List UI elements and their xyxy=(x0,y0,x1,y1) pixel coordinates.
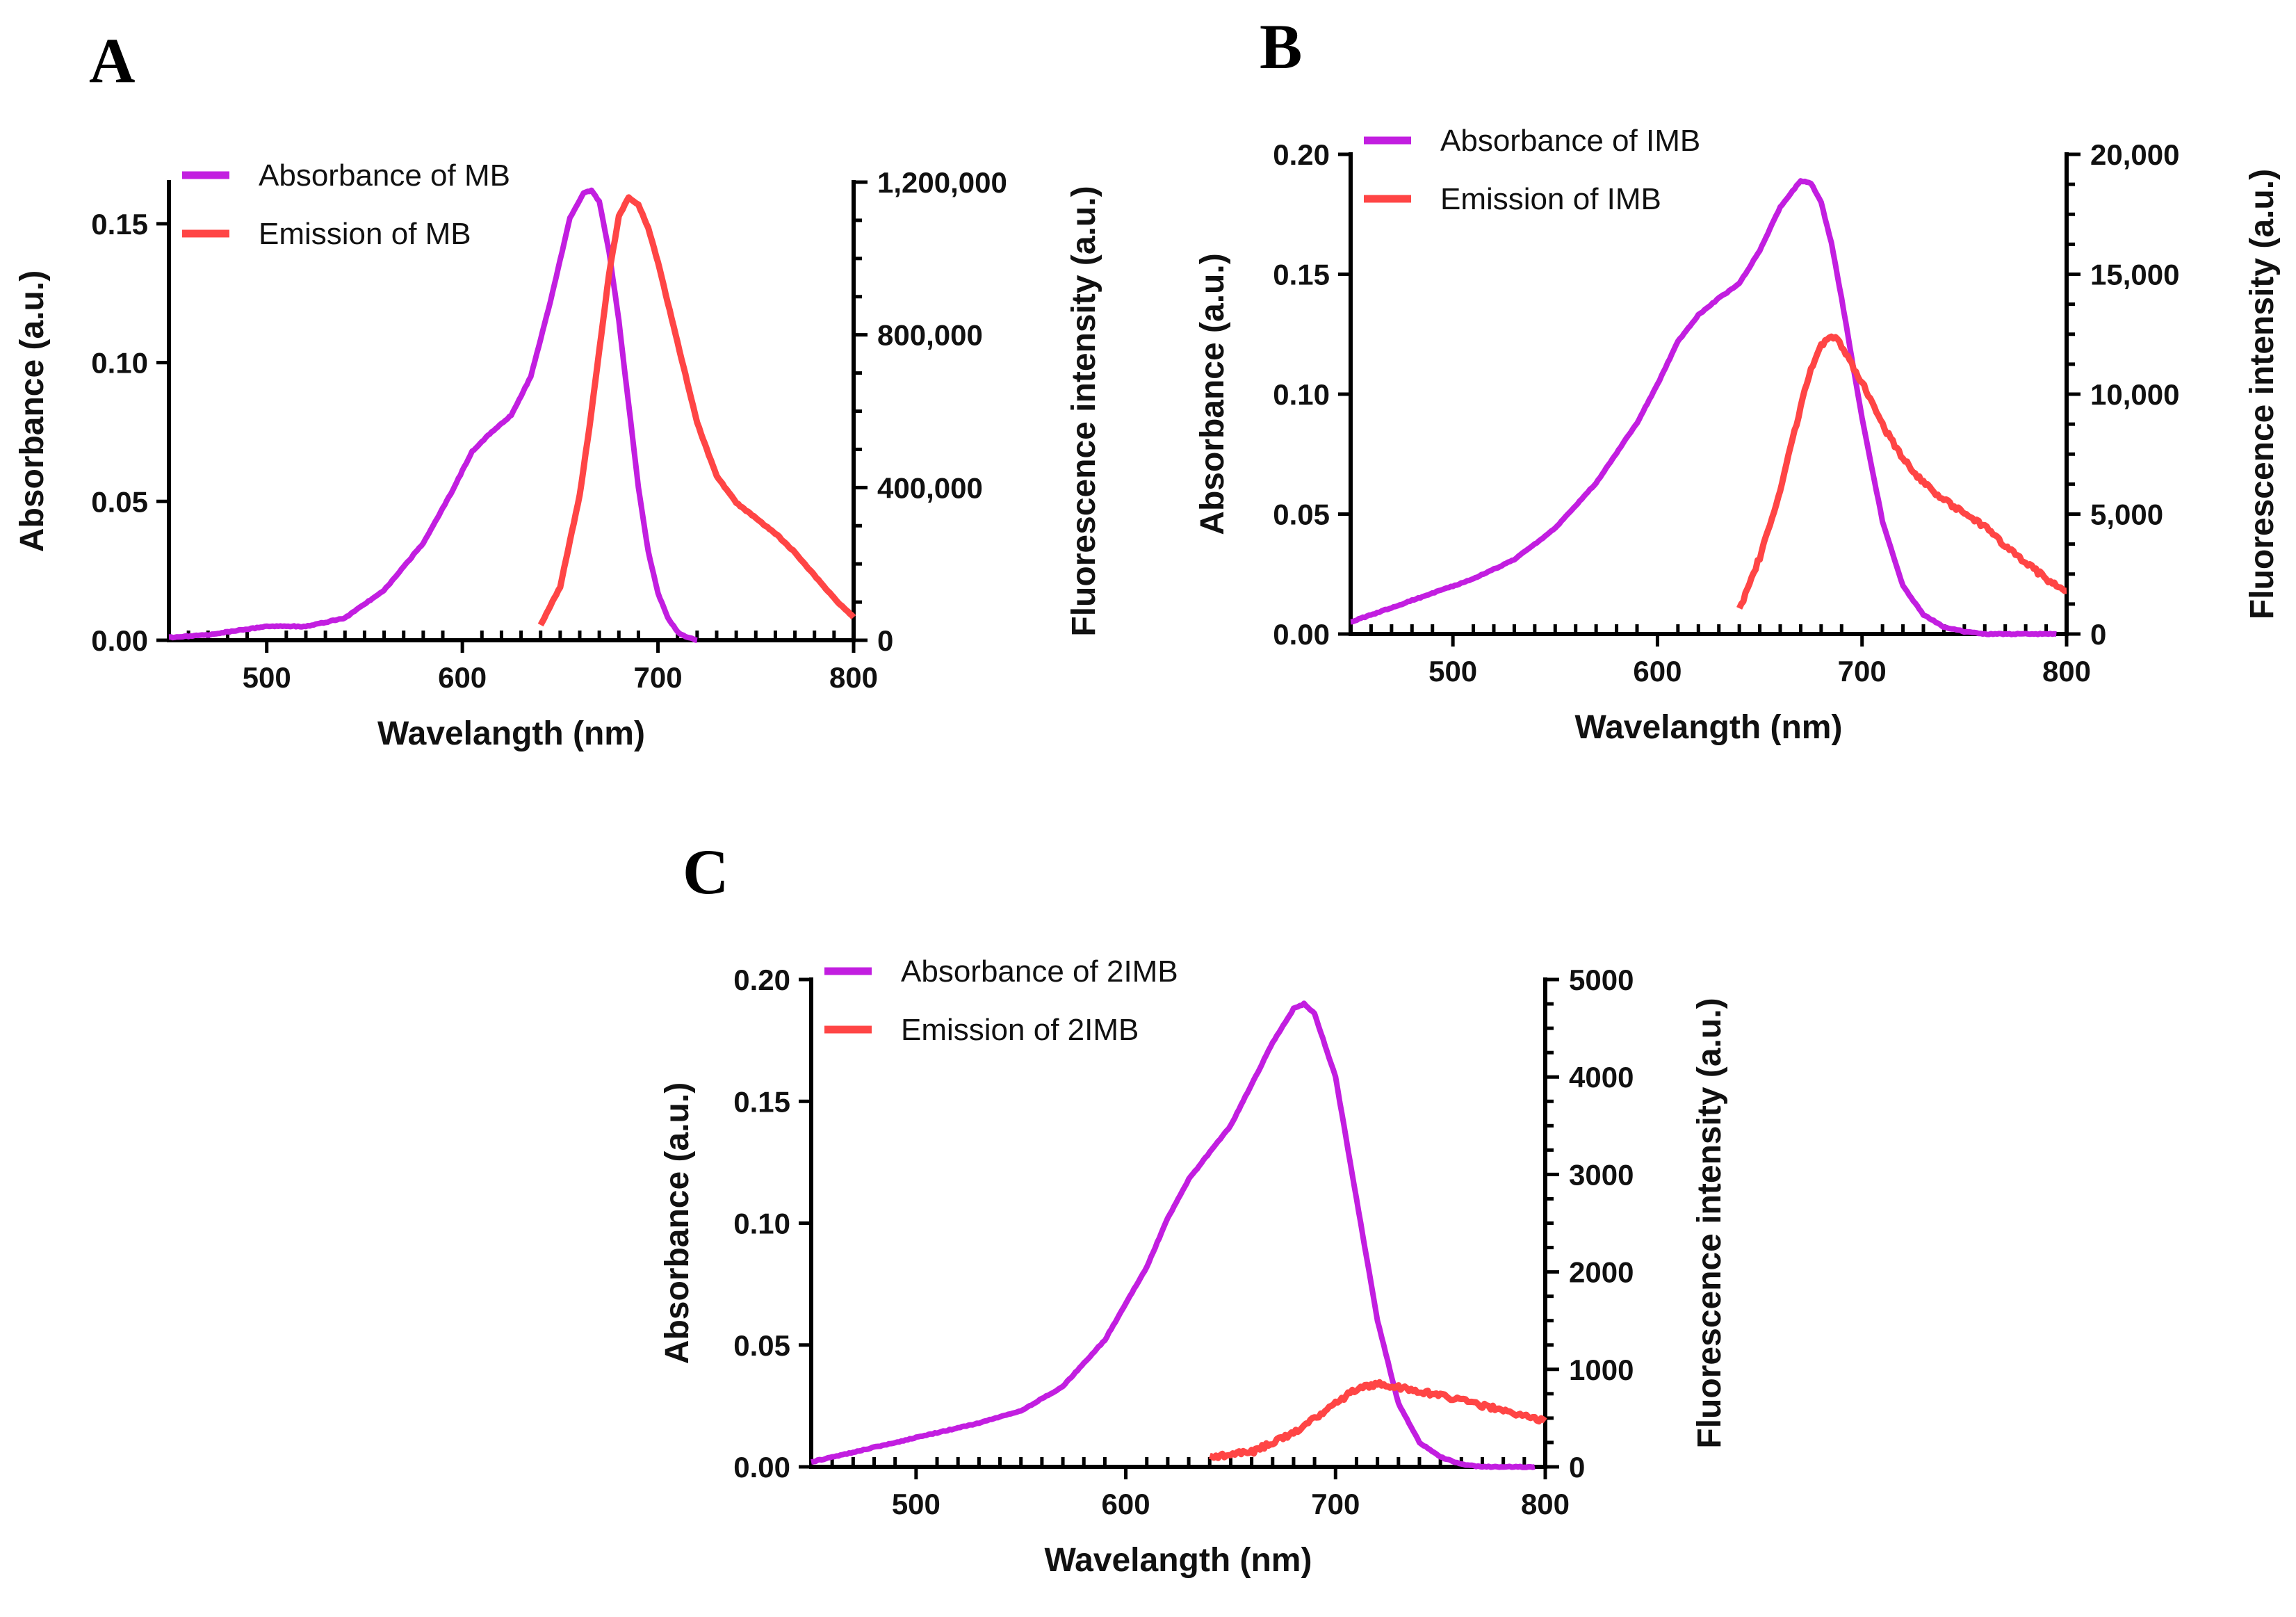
panel-b: B 500 600 700 800 0.00 0.05 0.10 0.15 0.20 0 5,000… xyxy=(1194,11,2281,746)
y-tick-label-right: 5,000 xyxy=(2090,498,2163,531)
y-tick-label-right: 3000 xyxy=(1569,1158,1634,1191)
y-tick-label-left: 0.05 xyxy=(1273,498,1330,531)
y-tick-label-left: 0.15 xyxy=(91,208,148,241)
series-line-emi xyxy=(1208,1379,1547,1461)
y-axis-label-left: Absorbance (a.u.) xyxy=(659,1082,696,1364)
y-tick-label-right: 0 xyxy=(2090,618,2106,651)
y-tick-label-left: 0.20 xyxy=(733,964,790,996)
legend-label-abs: Absorbance of 2IMB xyxy=(901,954,1178,989)
series-line-emi xyxy=(537,194,856,627)
x-tick-label: 600 xyxy=(1102,1488,1150,1520)
y-tick-label-left: 0.00 xyxy=(1273,618,1330,651)
y-axis-label-right: Fluorescence intensity (a.u.) xyxy=(2244,169,2281,619)
y-axis-label-left: Absorbance (a.u.) xyxy=(14,270,51,552)
y-tick-label-left: 0.15 xyxy=(1273,259,1330,291)
panel-label-c: C xyxy=(683,836,728,907)
panel-c: C 500 600 700 800 0.00 0.05 0.10 0.15 0.20 0 1000 2… xyxy=(659,836,1728,1579)
series-line-abs xyxy=(811,1000,1536,1470)
y-tick-label-right: 800,000 xyxy=(877,319,983,352)
y-axis-label-right: Fluorescence intensity (a.u.) xyxy=(1691,998,1728,1448)
x-tick-label: 600 xyxy=(438,661,487,694)
panel-label-a: A xyxy=(89,25,135,96)
y-tick-label-left: 0.00 xyxy=(91,624,148,657)
x-tick-label: 800 xyxy=(1521,1488,1570,1520)
y-axis-label-left: Absorbance (a.u.) xyxy=(1194,253,1231,535)
y-tick-label-left: 0.05 xyxy=(91,485,148,518)
x-axis-label: Wavelangth (nm) xyxy=(377,715,645,752)
y-tick-label-left: 0.15 xyxy=(733,1085,790,1118)
panel-label-b: B xyxy=(1260,11,1302,82)
y-tick-label-left: 0.10 xyxy=(1273,378,1330,411)
y-tick-label-left: 0.00 xyxy=(733,1451,790,1484)
y-axis-label-right: Fluorescence intensity (a.u.) xyxy=(1066,186,1102,636)
y-tick-label-right: 0 xyxy=(1569,1451,1585,1484)
y-tick-label-left: 0.10 xyxy=(91,347,148,380)
x-tick-label: 700 xyxy=(1311,1488,1360,1520)
y-tick-label-right: 4000 xyxy=(1569,1061,1634,1094)
x-tick-label: 700 xyxy=(1838,655,1887,688)
panel-a: A 500 600 700 800 0.00 0.05 0.10 0.15 0 400,000 80… xyxy=(14,25,1102,752)
x-tick-label: 500 xyxy=(243,661,291,694)
series-line-abs xyxy=(1349,178,2058,637)
y-tick-label-left: 0.10 xyxy=(733,1208,790,1240)
legend-label-abs: Absorbance of IMB xyxy=(1440,124,1700,158)
y-tick-label-left: 0.20 xyxy=(1273,138,1330,171)
legend-label-emi: Emission of IMB xyxy=(1440,182,1661,216)
x-axis-label: Wavelangth (nm) xyxy=(1045,1542,1312,1579)
series-line-abs xyxy=(168,187,698,643)
y-tick-label-right: 10,000 xyxy=(2090,378,2179,411)
x-tick-label: 500 xyxy=(892,1488,941,1520)
x-tick-label: 700 xyxy=(634,661,683,694)
y-tick-label-right: 0 xyxy=(877,624,893,657)
legend-label-emi: Emission of MB xyxy=(259,217,471,251)
x-axis-label: Wavelangth (nm) xyxy=(1575,709,1843,746)
y-tick-label-left: 0.05 xyxy=(733,1329,790,1362)
legend-label-emi: Emission of 2IMB xyxy=(901,1013,1139,1047)
y-tick-label-right: 1000 xyxy=(1569,1354,1634,1386)
legend-label-abs: Absorbance of MB xyxy=(259,159,510,193)
y-tick-label-right: 15,000 xyxy=(2090,259,2179,291)
series-line-emi xyxy=(1736,333,2068,610)
x-tick-label: 800 xyxy=(829,661,878,694)
y-tick-label-right: 5000 xyxy=(1569,964,1634,996)
x-tick-label: 800 xyxy=(2042,655,2091,688)
y-tick-label-right: 400,000 xyxy=(877,471,983,504)
y-tick-label-right: 1,200,000 xyxy=(877,166,1007,199)
x-tick-label: 600 xyxy=(1633,655,1682,688)
y-tick-label-right: 20,000 xyxy=(2090,138,2179,171)
y-tick-label-right: 2000 xyxy=(1569,1256,1634,1289)
x-tick-label: 500 xyxy=(1428,655,1477,688)
